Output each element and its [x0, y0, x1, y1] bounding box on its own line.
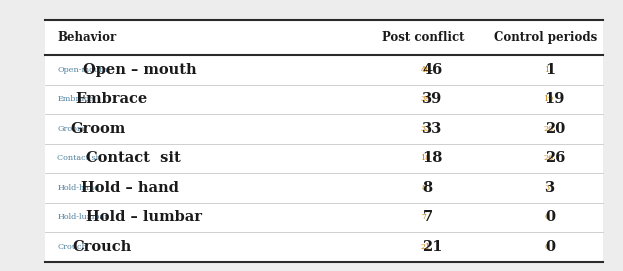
Text: 8: 8 [422, 184, 427, 192]
Text: 20: 20 [545, 122, 565, 136]
Text: Post conflict: Post conflict [382, 31, 464, 44]
Text: 19: 19 [545, 92, 565, 106]
Text: 46: 46 [421, 66, 430, 74]
Text: 26: 26 [543, 154, 553, 162]
Text: 21: 21 [422, 240, 442, 254]
Text: 39: 39 [421, 95, 430, 103]
Text: 1: 1 [545, 63, 555, 77]
Text: 33: 33 [421, 125, 430, 133]
Text: Open – mouth: Open – mouth [83, 63, 197, 77]
Text: 18: 18 [421, 154, 430, 162]
Text: 0: 0 [545, 240, 555, 254]
Text: 21: 21 [421, 243, 430, 251]
Text: 33: 33 [422, 122, 442, 136]
Text: 26: 26 [545, 151, 565, 165]
Text: Groom: Groom [57, 125, 85, 133]
Text: 3: 3 [545, 184, 549, 192]
Text: Groom: Groom [70, 122, 125, 136]
Text: 7: 7 [422, 210, 433, 224]
Text: 39: 39 [422, 92, 442, 106]
Text: 20: 20 [543, 125, 553, 133]
Text: Hold-lumbar: Hold-lumbar [57, 213, 108, 221]
Text: Contact  sit: Contact sit [86, 151, 181, 165]
Text: Hold – hand: Hold – hand [80, 181, 179, 195]
Text: Control periods: Control periods [494, 31, 597, 44]
Text: Behavior: Behavior [57, 31, 117, 44]
Text: Crouch: Crouch [73, 240, 132, 254]
Text: 8: 8 [422, 181, 433, 195]
Text: 46: 46 [422, 63, 442, 77]
Text: 0: 0 [545, 213, 549, 221]
Text: Embrace: Embrace [75, 92, 148, 106]
Text: Contact sit: Contact sit [57, 154, 102, 162]
Text: Crouch: Crouch [57, 243, 87, 251]
Text: Open-mouth: Open-mouth [57, 66, 108, 74]
Text: Hold – lumbar: Hold – lumbar [86, 210, 202, 224]
FancyBboxPatch shape [45, 20, 603, 262]
Text: 0: 0 [545, 210, 555, 224]
Text: 0: 0 [545, 243, 549, 251]
Text: 18: 18 [422, 151, 442, 165]
Text: 7: 7 [422, 213, 427, 221]
Text: 1: 1 [545, 66, 549, 74]
Text: 3: 3 [545, 181, 555, 195]
Text: 19: 19 [543, 95, 553, 103]
Text: Embrace: Embrace [57, 95, 93, 103]
Text: Hold-hand: Hold-hand [57, 184, 100, 192]
